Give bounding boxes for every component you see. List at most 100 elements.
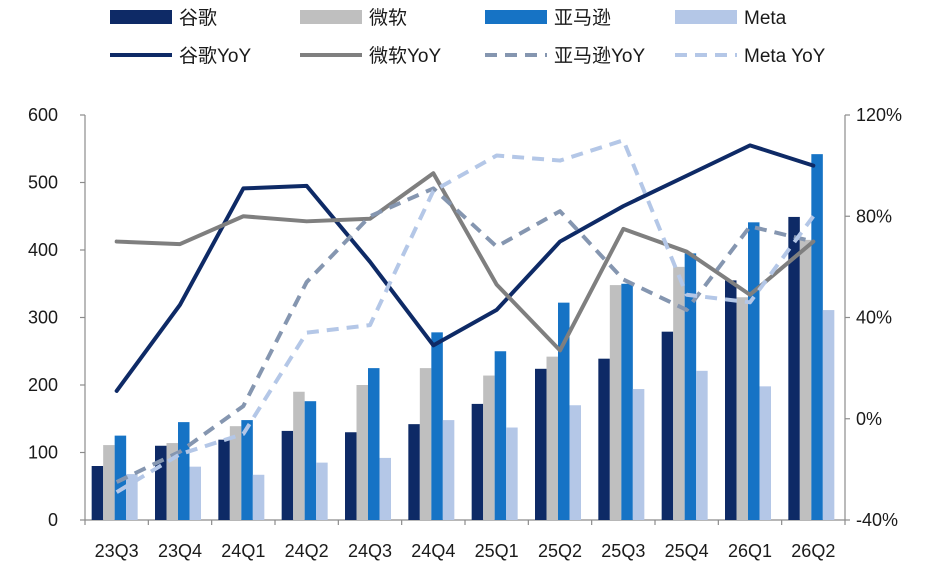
bar (178, 422, 190, 520)
bar (822, 310, 835, 520)
x-tick-label: 25Q2 (538, 541, 582, 561)
x-tick-label: 25Q3 (601, 541, 645, 561)
bar (252, 474, 265, 520)
x-tick-label: 24Q2 (285, 541, 329, 561)
bar (811, 154, 823, 520)
bar (696, 370, 708, 520)
bar (788, 216, 800, 521)
bar (229, 426, 242, 520)
bar (166, 443, 178, 520)
bar (661, 331, 674, 520)
left-tick-label: 500 (28, 173, 58, 193)
legend-item: Meta (675, 8, 787, 29)
x-tick-label: 26Q1 (728, 541, 772, 561)
bar (431, 332, 443, 520)
right-tick-label: 120% (856, 105, 902, 125)
right-tick-label: 40% (856, 308, 892, 328)
bar (673, 266, 685, 520)
legend-item: 微软 (300, 7, 407, 29)
left-tick-label: 400 (28, 240, 58, 260)
right-tick-label: 80% (856, 206, 892, 226)
line-series-6 (115, 186, 814, 484)
line-series-4 (114, 143, 816, 393)
bar (471, 403, 484, 520)
axes: 0 100 200 300 400 500 600 -40% 0% 40% 80% 120% 23Q3 2… (28, 105, 902, 561)
legend-label: 微软 (369, 7, 407, 29)
bar (241, 420, 253, 520)
bar (598, 358, 610, 520)
bar (569, 405, 581, 520)
bar (506, 427, 518, 520)
x-tick-label: 26Q2 (791, 541, 835, 561)
legend-item: 谷歌 (110, 7, 217, 29)
legend-item: 谷歌YoY (110, 45, 251, 67)
bar (316, 462, 328, 520)
bar (281, 430, 294, 520)
bar-series-3 (126, 310, 835, 520)
bar-series-0 (91, 216, 800, 521)
legend-label: 亚马逊 (554, 7, 611, 29)
bar (368, 368, 380, 520)
bar (546, 356, 558, 520)
bar (114, 435, 127, 520)
bar (442, 420, 455, 520)
bar (419, 368, 432, 520)
bar (356, 385, 368, 520)
line-series-5 (114, 171, 816, 353)
left-tick-label: 0 (48, 510, 58, 530)
x-tick-label: 24Q4 (411, 541, 455, 561)
bar (408, 424, 420, 520)
right-tick-label: 0% (856, 409, 882, 429)
bar (483, 375, 495, 520)
bar (494, 351, 507, 520)
bar (126, 474, 138, 520)
bar (725, 280, 737, 520)
legend-label: Meta (744, 8, 787, 29)
line-series-7 (115, 138, 815, 494)
legend-swatch (675, 10, 737, 24)
x-tick-label: 23Q4 (158, 541, 202, 561)
legend-label: 谷歌 (179, 7, 217, 29)
bar-series-2 (114, 154, 823, 520)
legend-item: Meta YoY (675, 46, 826, 67)
legend-item: 亚马逊YoY (485, 45, 645, 67)
bar (155, 445, 167, 520)
left-tick-label: 100 (28, 443, 58, 463)
x-tick-label: 24Q1 (221, 541, 265, 561)
legend: 谷歌 微软 亚马逊 Meta 谷歌YoY 微软YoY 亚马逊YoY Meta YoY (110, 7, 826, 67)
legend-label: 谷歌YoY (179, 45, 251, 67)
x-tick-label: 23Q3 (95, 541, 139, 561)
legend-item: 亚马逊 (485, 7, 611, 29)
bar (379, 457, 391, 520)
bar (218, 439, 230, 520)
right-tick-label: -40% (856, 510, 898, 530)
bars (91, 154, 835, 521)
bar (189, 466, 201, 520)
bar (103, 445, 115, 520)
bar (736, 297, 748, 520)
left-tick-label: 200 (28, 375, 58, 395)
left-tick-label: 600 (28, 105, 58, 125)
bar (558, 302, 570, 520)
legend-item: 微软YoY (300, 45, 441, 67)
lines (114, 138, 816, 494)
bar (799, 239, 812, 520)
bar (293, 391, 305, 520)
bar (759, 386, 771, 520)
legend-swatch (300, 10, 362, 24)
bar (345, 432, 357, 520)
bar (609, 285, 622, 520)
x-tick-label: 25Q4 (665, 541, 709, 561)
legend-label: 微软YoY (369, 45, 441, 67)
x-tick-label: 25Q1 (475, 541, 519, 561)
bar (535, 368, 547, 520)
bar (304, 401, 317, 520)
legend-label: 亚马逊YoY (554, 45, 645, 67)
bar (621, 283, 633, 520)
bar (91, 466, 104, 520)
bar (684, 253, 697, 520)
legend-swatch (485, 10, 547, 24)
x-tick-label: 24Q3 (348, 541, 392, 561)
legend-swatch (110, 10, 172, 24)
